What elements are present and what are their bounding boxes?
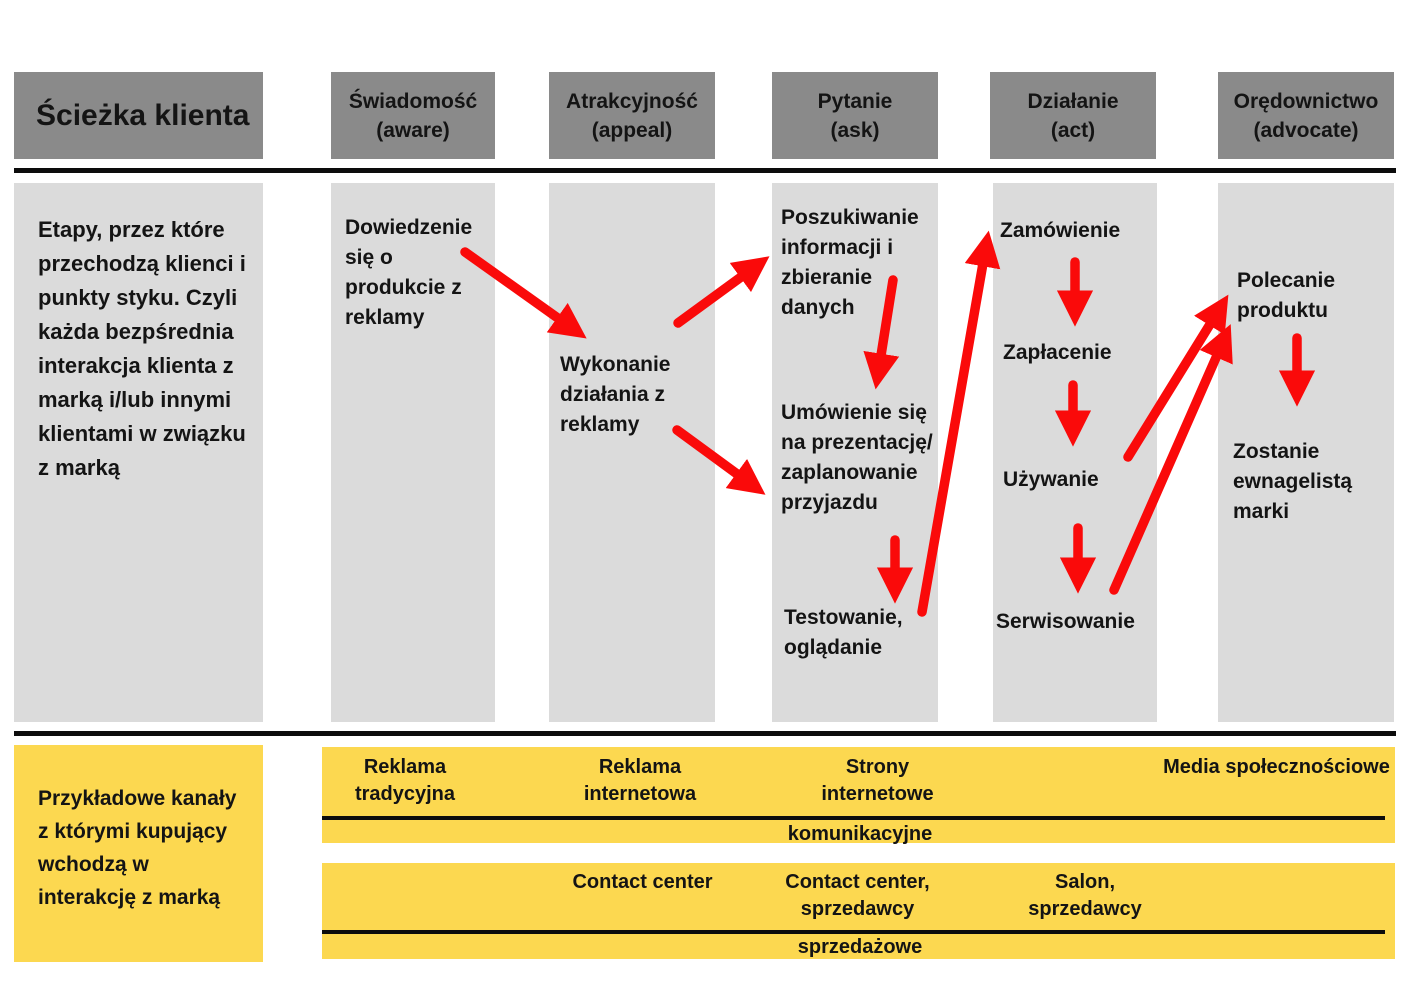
- channel-traditional-ads: Reklama tradycyjna: [354, 756, 456, 805]
- touchpoint-recommend: Polecanie produktu: [1237, 269, 1336, 322]
- channels-description-text: Przykładowe kanały z którymi kupujący wc…: [38, 787, 237, 909]
- channel-contact-center: Contact center: [572, 871, 713, 893]
- touchpoint-payment: Zapłacenie: [1003, 341, 1112, 364]
- channel-websites: Strony internetowe: [821, 756, 934, 805]
- stage-subtitle: (appeal): [591, 118, 673, 142]
- channel-contact-center-sellers: Contact center, sprzedawcy: [785, 871, 930, 920]
- stage-header-ask: Pytanie (ask): [772, 72, 938, 159]
- touchpoint-usage: Używanie: [1003, 468, 1099, 491]
- touchpoint-act-on-ad: Wykonanie działania z reklamy: [560, 353, 671, 436]
- stage-title: Działanie: [1027, 89, 1119, 113]
- touchpoint-service: Serwisowanie: [996, 610, 1135, 633]
- sales-underline: [322, 930, 1385, 934]
- stage-header-act: Działanie (act): [990, 72, 1156, 159]
- channels-description-box: [14, 745, 263, 962]
- stage-header-appeal: Atrakcyjność (appeal): [549, 72, 715, 159]
- stage-title: Pytanie: [817, 89, 893, 113]
- stage-title: Świadomość: [348, 89, 478, 113]
- stage-header-aware: Świadomość (aware): [331, 72, 495, 159]
- channel-internet-ads: Reklama internetowa: [583, 756, 697, 805]
- touchpoint-learn-from-ad: Dowiedzenie się o produkcie z reklamy: [345, 216, 473, 329]
- header-divider-line: [14, 168, 1396, 173]
- journey-description-text: Etapy, przez które przechodzą klienci i …: [38, 217, 246, 480]
- touchpoint-order: Zamówienie: [1000, 219, 1121, 242]
- stage-title: Atrakcyjność: [566, 89, 698, 113]
- communication-underline: [322, 816, 1385, 820]
- stage-subtitle: (ask): [830, 118, 880, 142]
- column-journey-description: [14, 183, 263, 722]
- stage-subtitle: (act): [1050, 118, 1096, 142]
- touchpoint-testing: Testowanie, oglądanie: [784, 606, 903, 659]
- stage-subtitle: (aware): [376, 118, 450, 142]
- touchpoint-evangelist: Zostanie ewnagelistą marki: [1233, 440, 1353, 523]
- column-act: [993, 183, 1157, 722]
- column-appeal: [549, 183, 715, 722]
- stage-subtitle: (advocate): [1253, 118, 1359, 142]
- communication-channels-band: Reklama tradycyjna Reklama internetowa S…: [322, 747, 1395, 845]
- channels-divider-line: [14, 731, 1396, 736]
- column-advocate: [1218, 183, 1394, 722]
- stage-title: Orędownictwo: [1233, 89, 1379, 113]
- sales-channels-band: Contact center Contact center, sprzedawc…: [322, 863, 1395, 959]
- page-title: Ścieżka klienta: [14, 72, 263, 159]
- channel-salon-sellers: Salon, sprzedawcy: [1028, 871, 1142, 920]
- communication-category-label: komunikacyjne: [787, 823, 933, 845]
- channel-social-media: Media społecznościowe: [1163, 756, 1390, 778]
- sales-category-label: sprzedażowe: [797, 936, 923, 958]
- touchpoint-search-info: Poszukiwanie informacji i zbieranie dany…: [781, 206, 919, 319]
- column-ask: [772, 183, 938, 722]
- touchpoint-book-presentation: Umówienie się na prezentację/ zaplanowan…: [781, 401, 933, 514]
- stage-header-advocate: Orędownictwo (advocate): [1218, 72, 1394, 159]
